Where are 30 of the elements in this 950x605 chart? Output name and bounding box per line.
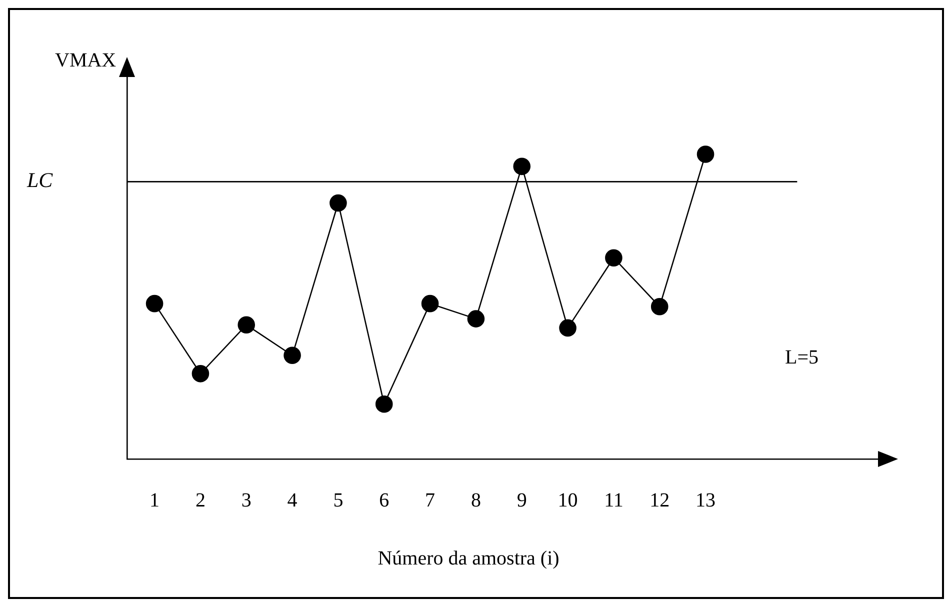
ref-line-label: LC — [26, 168, 54, 192]
annotation: L=5 — [785, 346, 818, 369]
point — [467, 310, 485, 328]
x-tick-label: 9 — [516, 489, 527, 512]
x-tick-label: 5 — [333, 489, 344, 512]
x-tick-label: 6 — [379, 489, 390, 512]
x-axis-title: Número da amostra (i) — [378, 547, 560, 570]
x-tick-label: 8 — [470, 489, 481, 512]
x-tick-label: 12 — [650, 489, 670, 512]
x-tick-label: 2 — [195, 489, 206, 512]
x-tick-label: 7 — [425, 489, 436, 512]
point — [421, 294, 439, 312]
x-tick-label: 1 — [150, 489, 160, 512]
point — [238, 316, 256, 334]
point — [696, 146, 714, 163]
point — [284, 346, 301, 364]
point — [559, 319, 576, 337]
point — [650, 298, 668, 316]
x-tick-label: 13 — [696, 489, 716, 512]
point — [330, 194, 347, 212]
point — [513, 158, 531, 176]
x-tick-label: 4 — [287, 489, 298, 512]
x-tick-label: 3 — [241, 489, 252, 512]
x-tick-label: 10 — [558, 489, 578, 512]
point — [375, 395, 393, 413]
y-axis-title: VMAX — [55, 49, 117, 72]
point — [192, 365, 210, 382]
point — [146, 294, 164, 312]
x-tick-label: 11 — [604, 489, 624, 512]
point — [605, 249, 622, 267]
